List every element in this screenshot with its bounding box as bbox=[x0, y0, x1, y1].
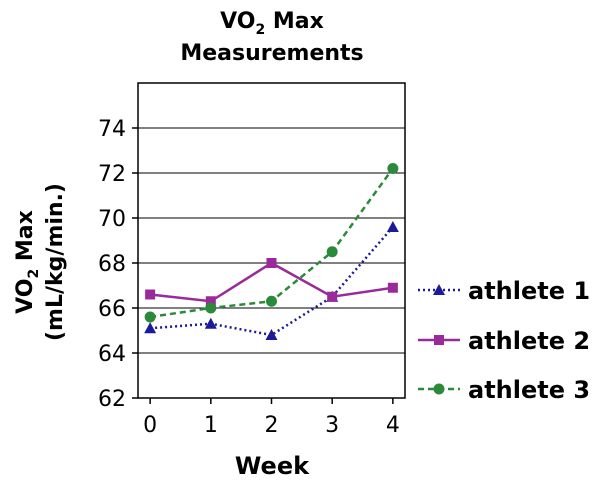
legend-item-3: athlete 3 bbox=[418, 376, 590, 404]
legend-item-2: athlete 2 bbox=[418, 327, 590, 355]
y-axis-label-line1: VO2 Max bbox=[13, 210, 42, 314]
series-2-point bbox=[266, 258, 277, 268]
x-axis-label: Week bbox=[235, 452, 310, 480]
y-tick-label: 72 bbox=[98, 162, 126, 187]
y-axis-label-line2: (mL/kg/min.) bbox=[43, 183, 68, 341]
y-tick-labels: 62 64 66 68 70 72 74 bbox=[98, 117, 138, 412]
series-2-point bbox=[327, 291, 338, 302]
x-tick-label: 2 bbox=[265, 413, 279, 438]
y-tick-label: 74 bbox=[98, 117, 126, 142]
y-tick-label: 66 bbox=[98, 297, 126, 322]
legend: athlete 1 athlete 2 athlete 3 bbox=[418, 277, 590, 404]
series-3 bbox=[144, 163, 399, 323]
series-3-point bbox=[387, 163, 399, 174]
series-1-point bbox=[386, 221, 399, 232]
series-3-point bbox=[266, 295, 277, 307]
series-1-point bbox=[144, 322, 157, 334]
series-3-line bbox=[149, 167, 394, 319]
y-tick-label: 70 bbox=[98, 207, 126, 232]
chart-title-line2: Measurements bbox=[180, 41, 363, 66]
x-tick-labels: 0 1 2 3 4 bbox=[143, 398, 400, 438]
x-tick-label: 0 bbox=[143, 413, 157, 438]
series-1 bbox=[144, 221, 399, 340]
series-2-point bbox=[145, 289, 156, 300]
gridlines bbox=[138, 127, 405, 354]
series-2 bbox=[145, 258, 398, 307]
series-group bbox=[144, 163, 399, 340]
y-tick-label: 62 bbox=[98, 387, 126, 412]
x-tick-label: 1 bbox=[204, 413, 218, 438]
series-1-point bbox=[204, 317, 217, 329]
series-3-point bbox=[144, 311, 156, 323]
legend-marker bbox=[433, 284, 445, 295]
x-tick-label: 4 bbox=[386, 413, 400, 438]
y-tick-label: 64 bbox=[98, 342, 126, 367]
legend-item-1: athlete 1 bbox=[418, 277, 590, 305]
legend-label: athlete 3 bbox=[468, 376, 590, 404]
legend-label: athlete 1 bbox=[468, 277, 590, 305]
series-1-line bbox=[150, 226, 394, 337]
series-2-point bbox=[205, 296, 216, 307]
series-2-point bbox=[387, 282, 398, 293]
legend-marker bbox=[433, 383, 445, 395]
legend-label: athlete 2 bbox=[468, 327, 590, 355]
plot-frame bbox=[137, 82, 406, 399]
x-tick-label: 3 bbox=[325, 413, 339, 438]
chart-title-line1: VO2 Max bbox=[220, 9, 324, 38]
y-tick-label: 68 bbox=[98, 252, 126, 277]
legend-marker bbox=[434, 335, 444, 345]
series-3-point bbox=[326, 246, 338, 258]
series-1-point bbox=[265, 329, 278, 340]
series-3-point bbox=[205, 302, 217, 314]
